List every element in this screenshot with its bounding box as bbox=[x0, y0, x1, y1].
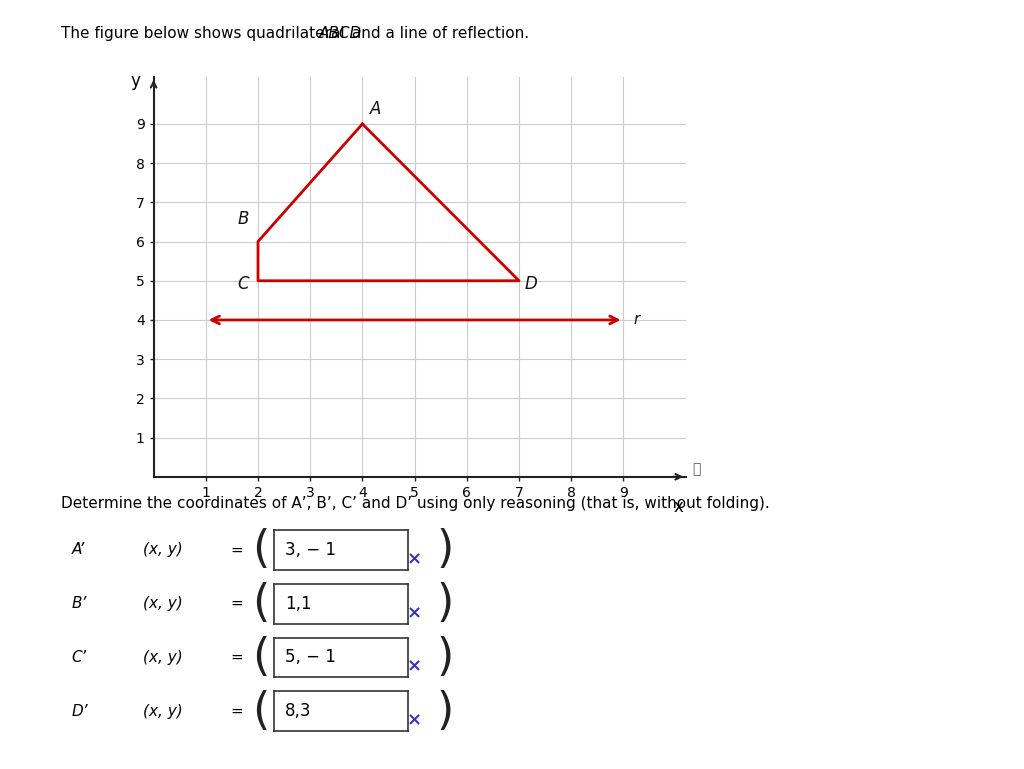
Text: The figure below shows quadrilateral: The figure below shows quadrilateral bbox=[61, 25, 350, 41]
Text: ABCD: ABCD bbox=[319, 25, 362, 41]
Text: (x, y): (x, y) bbox=[143, 650, 183, 665]
Text: ×: × bbox=[408, 711, 422, 730]
Text: (x, y): (x, y) bbox=[143, 542, 183, 558]
Text: 8,3: 8,3 bbox=[285, 702, 311, 721]
Text: ×: × bbox=[408, 604, 422, 622]
Text: ): ) bbox=[437, 528, 454, 571]
Text: C: C bbox=[238, 275, 249, 292]
Text: x: x bbox=[674, 498, 683, 516]
Text: y: y bbox=[130, 72, 140, 90]
Text: and a line of reflection.: and a line of reflection. bbox=[347, 25, 529, 41]
Text: ): ) bbox=[437, 636, 454, 679]
Text: =: = bbox=[230, 704, 243, 719]
Text: r: r bbox=[634, 312, 640, 328]
Text: 3, − 1: 3, − 1 bbox=[285, 541, 336, 559]
Text: ×: × bbox=[408, 657, 422, 676]
Text: (: ( bbox=[253, 582, 269, 625]
Text: =: = bbox=[230, 542, 243, 558]
Text: 1,1: 1,1 bbox=[285, 594, 311, 613]
Text: D: D bbox=[524, 275, 537, 292]
Text: A: A bbox=[371, 100, 382, 118]
Text: Determine the coordinates of A’, B’, C’ and D’ using only reasoning (that is, wi: Determine the coordinates of A’, B’, C’ … bbox=[61, 496, 770, 511]
Text: (: ( bbox=[253, 528, 269, 571]
Text: ): ) bbox=[437, 690, 454, 733]
Text: B: B bbox=[238, 210, 249, 228]
Text: C’: C’ bbox=[72, 650, 87, 665]
Text: (: ( bbox=[253, 636, 269, 679]
Text: (x, y): (x, y) bbox=[143, 704, 183, 719]
Text: ): ) bbox=[437, 582, 454, 625]
Text: =: = bbox=[230, 596, 243, 611]
Text: A’: A’ bbox=[72, 542, 85, 558]
Text: ×: × bbox=[408, 550, 422, 568]
Text: =: = bbox=[230, 650, 243, 665]
Text: 5, − 1: 5, − 1 bbox=[285, 648, 336, 667]
Text: B’: B’ bbox=[72, 596, 87, 611]
Text: D’: D’ bbox=[72, 704, 88, 719]
Text: ⓘ: ⓘ bbox=[692, 462, 700, 476]
Text: (: ( bbox=[253, 690, 269, 733]
Text: (x, y): (x, y) bbox=[143, 596, 183, 611]
